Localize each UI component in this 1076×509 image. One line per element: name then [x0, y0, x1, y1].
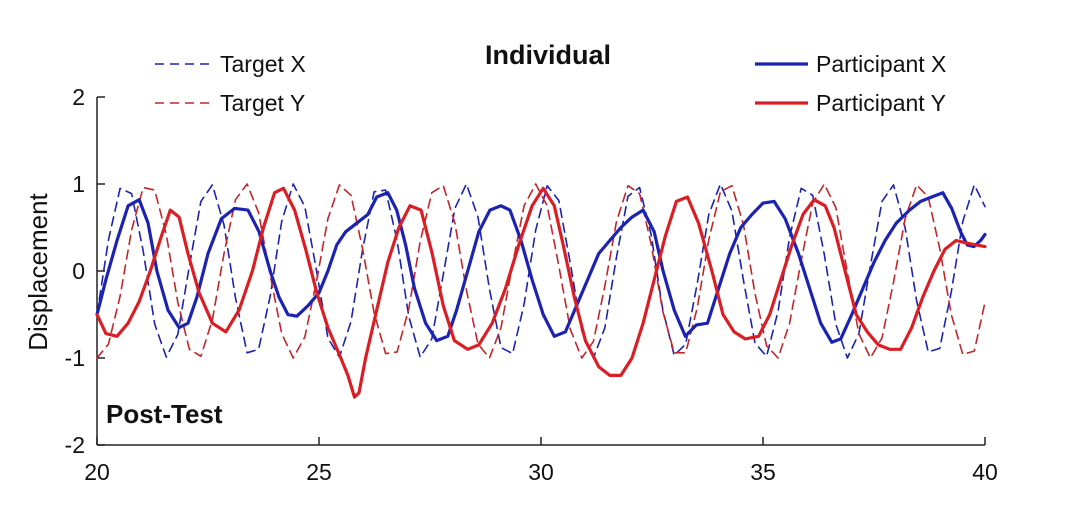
- series-line-participant-y: [95, 186, 987, 399]
- y-axis-label: Displacement: [23, 192, 53, 350]
- y-tick-label: 1: [72, 171, 85, 197]
- y-tick-label: -2: [65, 432, 85, 458]
- chart-title: Individual: [485, 40, 611, 70]
- post-test-annotation: Post-Test: [106, 399, 223, 429]
- x-tick-label: 35: [750, 459, 776, 485]
- y-tick-label: -1: [65, 345, 85, 371]
- x-tick-label: 25: [306, 459, 332, 485]
- legend-label-target-x: Target X: [220, 51, 306, 77]
- legend-label-participant-x: Participant X: [816, 51, 946, 77]
- series-line-target-y: [96, 183, 986, 359]
- y-tick-label: 2: [72, 84, 85, 110]
- x-tick-label: 40: [972, 459, 998, 485]
- x-tick-label: 30: [528, 459, 554, 485]
- axes: 20 25 30 35 40 -2 -1 0 1 2: [65, 84, 998, 485]
- y-tick-label: 0: [72, 258, 85, 284]
- legend-label-participant-y: Participant Y: [816, 90, 946, 116]
- legend: Target X Target Y Participant X Participant…: [155, 51, 946, 116]
- series-line-participant-x: [95, 191, 987, 344]
- x-tick-label: 20: [84, 459, 110, 485]
- legend-label-target-y: Target Y: [220, 90, 305, 116]
- plot-area: [95, 183, 987, 399]
- series-line-target-x: [96, 183, 986, 359]
